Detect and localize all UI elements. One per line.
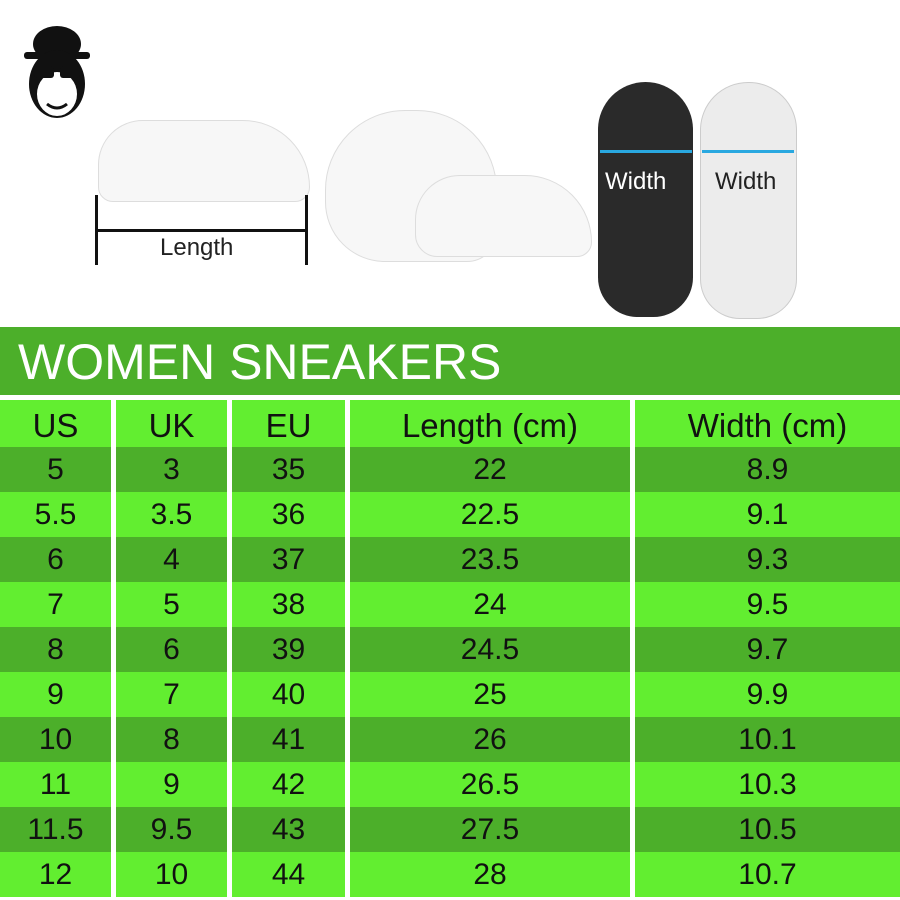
cell-us: 10 [0, 717, 111, 762]
width-label-light: Width [715, 168, 777, 195]
column-length: Length (cm) 22 22.5 23.5 24 24.5 25 26 26.5 27.5 2… [350, 400, 630, 900]
cell-us: 12 [0, 852, 111, 897]
column-uk: UK 3 3.5 4 5 6 7 8 9 9.5 10 [116, 400, 227, 900]
cell-uk: 9.5 [116, 807, 227, 852]
cell-eu: 36 [232, 492, 345, 537]
cell-length: 23.5 [350, 537, 630, 582]
shoe-side-image [98, 120, 310, 202]
width-arrow-light [702, 150, 794, 153]
cell-eu: 43 [232, 807, 345, 852]
length-label: Length [160, 234, 234, 261]
cell-uk: 6 [116, 627, 227, 672]
page-title: WOMEN SNEAKERS [18, 334, 502, 390]
cell-us: 11 [0, 762, 111, 807]
header-width: Width (cm) [635, 400, 900, 447]
cell-length: 25 [350, 672, 630, 717]
cell-length: 26.5 [350, 762, 630, 807]
cell-length: 22.5 [350, 492, 630, 537]
cell-eu: 44 [232, 852, 345, 897]
cell-us: 5.5 [0, 492, 111, 537]
cell-width: 10.3 [635, 762, 900, 807]
cell-uk: 9 [116, 762, 227, 807]
cell-eu: 42 [232, 762, 345, 807]
cell-length: 24.5 [350, 627, 630, 672]
cell-uk: 8 [116, 717, 227, 762]
cell-uk: 7 [116, 672, 227, 717]
monkey-logo-icon [24, 26, 90, 118]
cell-uk: 5 [116, 582, 227, 627]
cell-length: 24 [350, 582, 630, 627]
title-banner: WOMEN SNEAKERS [0, 327, 900, 395]
dark-sole-image [598, 82, 693, 317]
cell-eu: 38 [232, 582, 345, 627]
header-us: US [0, 400, 111, 447]
cell-width: 9.3 [635, 537, 900, 582]
cell-uk: 10 [116, 852, 227, 897]
cell-us: 11.5 [0, 807, 111, 852]
cell-uk: 3 [116, 447, 227, 492]
cell-length: 22 [350, 447, 630, 492]
cell-us: 7 [0, 582, 111, 627]
length-line [95, 229, 308, 232]
cell-width: 8.9 [635, 447, 900, 492]
cell-length: 26 [350, 717, 630, 762]
cell-us: 5 [0, 447, 111, 492]
header-eu: EU [232, 400, 345, 447]
cell-width: 10.5 [635, 807, 900, 852]
shoe-pair-image-2 [415, 175, 592, 257]
cell-eu: 39 [232, 627, 345, 672]
header-uk: UK [116, 400, 227, 447]
cell-eu: 40 [232, 672, 345, 717]
cell-eu: 35 [232, 447, 345, 492]
cell-uk: 3.5 [116, 492, 227, 537]
cell-width: 9.7 [635, 627, 900, 672]
cell-us: 8 [0, 627, 111, 672]
column-eu: EU 35 36 37 38 39 40 41 42 43 44 [232, 400, 345, 900]
column-width: Width (cm) 8.9 9.1 9.3 9.5 9.7 9.9 10.1 10.3 10.5… [635, 400, 900, 900]
width-arrow-dark [600, 150, 692, 153]
cell-width: 10.1 [635, 717, 900, 762]
cell-eu: 41 [232, 717, 345, 762]
cell-width: 9.1 [635, 492, 900, 537]
cell-length: 27.5 [350, 807, 630, 852]
width-label-dark: Width [605, 168, 667, 195]
cell-width: 9.9 [635, 672, 900, 717]
cell-uk: 4 [116, 537, 227, 582]
column-us: US 5 5.5 6 7 8 9 10 11 11.5 12 [0, 400, 111, 900]
light-sole-image [700, 82, 797, 319]
cell-length: 28 [350, 852, 630, 897]
cell-us: 9 [0, 672, 111, 717]
cell-width: 10.7 [635, 852, 900, 897]
cell-eu: 37 [232, 537, 345, 582]
header-length: Length (cm) [350, 400, 630, 447]
cell-width: 9.5 [635, 582, 900, 627]
cell-us: 6 [0, 537, 111, 582]
